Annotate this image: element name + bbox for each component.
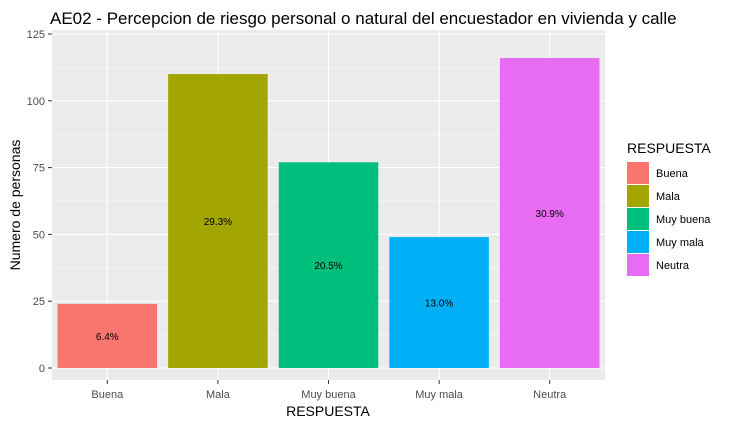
- bar-data-label: 13.0%: [425, 299, 453, 310]
- x-tick-label: Neutra: [533, 389, 567, 401]
- bar-data-label: 20.5%: [314, 261, 342, 272]
- x-axis-ticks: Buena Mala Muy buena Muy mala Neutra: [91, 380, 567, 401]
- bar-data-label: 30.9%: [536, 209, 564, 220]
- legend-label: Muy mala: [656, 237, 705, 249]
- legend-key-buena: [627, 162, 649, 184]
- bar-neutra: [499, 58, 600, 368]
- bar-muy-mala: [389, 237, 489, 368]
- bar-buena: [57, 303, 158, 368]
- x-tick-label: Buena: [91, 389, 124, 401]
- chart-title: AE02 - Percepcion de riesgo personal o n…: [50, 9, 677, 28]
- y-tick-label: 0: [39, 363, 45, 375]
- y-tick-label: 100: [27, 96, 45, 108]
- x-tick-label: Muy mala: [415, 389, 464, 401]
- y-tick-label: 50: [33, 229, 45, 241]
- legend-key-muy-mala: [627, 231, 649, 253]
- legend-label: Neutra: [656, 260, 690, 272]
- x-axis-title: RESPUESTA: [286, 403, 370, 419]
- legend-label: Mala: [656, 191, 681, 203]
- x-tick-label: Mala: [206, 389, 231, 401]
- y-axis-title: Numero de personas: [7, 140, 23, 271]
- y-tick-label: 75: [33, 163, 45, 175]
- legend-label: Muy buena: [656, 214, 711, 226]
- y-tick-label: 125: [27, 29, 45, 41]
- legend-title: RESPUESTA: [627, 140, 711, 156]
- bar-data-label: 29.3%: [204, 217, 232, 228]
- legend: RESPUESTA Buena Mala Muy buena Muy mala Neut…: [627, 140, 711, 276]
- legend-key-muy-buena: [627, 208, 649, 230]
- bar-mala: [168, 74, 268, 368]
- legend-key-mala: [627, 185, 649, 207]
- bar-data-label: 6.4%: [96, 332, 119, 343]
- legend-label: Buena: [656, 168, 689, 180]
- legend-key-neutra: [627, 254, 649, 276]
- x-tick-label: Muy buena: [301, 389, 356, 401]
- y-axis-ticks: 0 25 50 75 100 125: [27, 29, 52, 375]
- y-tick-label: 25: [33, 296, 45, 308]
- bars: 6.4% 29.3% 20.5% 13.0% 30.9%: [57, 58, 600, 368]
- bar-muy-buena: [278, 162, 379, 368]
